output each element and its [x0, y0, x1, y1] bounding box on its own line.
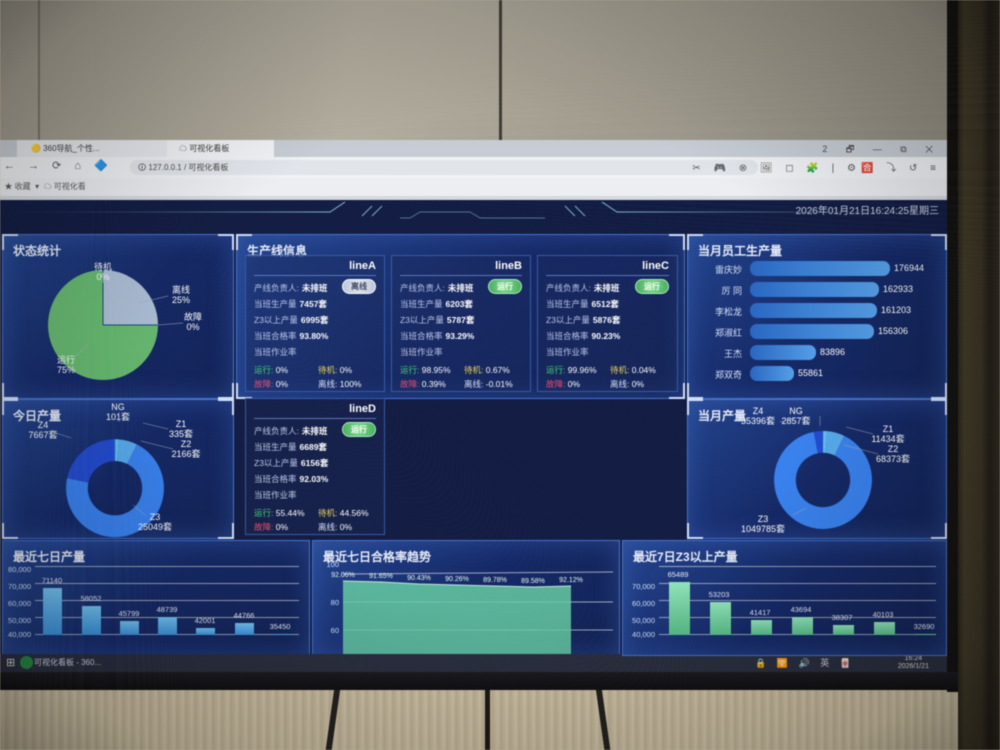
svg-text:68373套: 68373套 [876, 453, 910, 464]
svg-text:Z2: Z2 [181, 439, 192, 449]
svg-text:25049套: 25049套 [138, 521, 172, 532]
svg-text:Z2: Z2 [888, 444, 899, 454]
svg-text:NG: NG [111, 402, 125, 412]
svg-text:Z4: Z4 [753, 406, 764, 416]
svg-text:60: 60 [331, 626, 339, 635]
svg-text:2166套: 2166套 [171, 448, 200, 459]
svg-text:101套: 101套 [106, 411, 130, 422]
svg-text:1049785套: 1049785套 [741, 523, 785, 534]
svg-text:待机: 待机 [94, 261, 112, 272]
svg-text:运行: 运行 [57, 354, 75, 365]
svg-text:75%: 75% [57, 365, 75, 375]
svg-text:0%: 0% [186, 322, 199, 332]
svg-text:89.78%: 89.78% [483, 577, 507, 584]
svg-text:35396套: 35396套 [741, 415, 775, 426]
svg-text:Z1: Z1 [883, 424, 894, 434]
svg-text:335套: 335套 [169, 428, 193, 439]
svg-text:Z3: Z3 [150, 512, 161, 522]
svg-text:91.65%: 91.65% [369, 573, 393, 580]
svg-text:11434套: 11434套 [871, 433, 904, 444]
svg-text:7667套: 7667套 [28, 429, 57, 440]
svg-text:90.26%: 90.26% [445, 576, 469, 583]
svg-text:离线: 离线 [172, 284, 190, 295]
svg-text:89.58%: 89.58% [521, 578, 545, 585]
svg-text:80: 80 [331, 598, 339, 607]
svg-text:Z3: Z3 [758, 514, 769, 524]
svg-text:故障: 故障 [184, 311, 202, 322]
svg-text:92.06%: 92.06% [331, 572, 355, 579]
svg-text:Z1: Z1 [176, 419, 187, 429]
svg-text:92.12%: 92.12% [559, 577, 583, 584]
svg-text:90.43%: 90.43% [407, 575, 431, 582]
svg-text:25%: 25% [172, 295, 190, 305]
svg-text:NG: NG [789, 406, 803, 416]
